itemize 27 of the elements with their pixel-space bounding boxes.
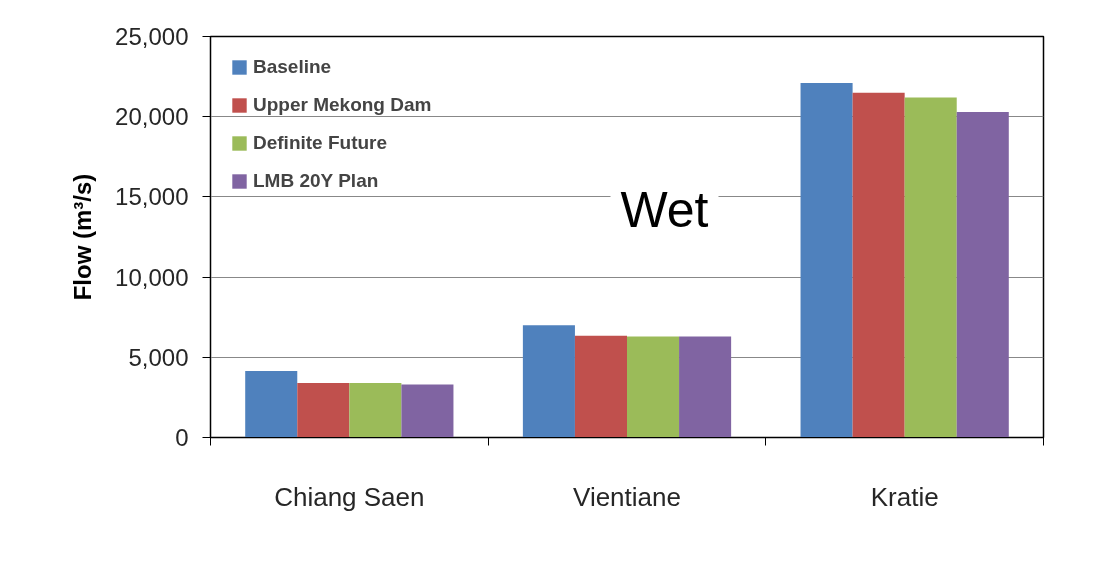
- annotation: Wet: [620, 181, 709, 238]
- legend-label: Upper Mekong Dam: [253, 94, 432, 116]
- y-tick-label: 20,000: [115, 103, 189, 131]
- legend-label: Definite Future: [253, 132, 388, 154]
- bar: [349, 382, 402, 438]
- bar: [679, 336, 732, 438]
- legend-label: LMB 20Y Plan: [253, 170, 379, 192]
- bar: [522, 325, 575, 438]
- bar: [627, 336, 680, 438]
- bar: [956, 111, 1009, 438]
- bar: [245, 370, 298, 438]
- y-tick-label: 25,000: [115, 23, 189, 50]
- y-tick-label: 5,000: [128, 343, 189, 371]
- bar: [297, 382, 350, 438]
- bar: [401, 384, 454, 438]
- bar: [800, 83, 853, 438]
- x-tick-label: Kratie: [870, 481, 939, 512]
- y-tick-label: 10,000: [115, 263, 189, 291]
- y-axis-title: Flow (m³/s): [69, 173, 97, 301]
- bar: [574, 335, 627, 438]
- legend-label: Baseline: [253, 56, 332, 78]
- y-tick-label: 0: [175, 424, 189, 451]
- bar: [904, 97, 957, 438]
- bar: [852, 92, 905, 438]
- x-tick-label: Vientiane: [573, 481, 681, 512]
- y-tick-label: 15,000: [115, 183, 189, 211]
- x-tick-label: Chiang Saen: [274, 481, 425, 512]
